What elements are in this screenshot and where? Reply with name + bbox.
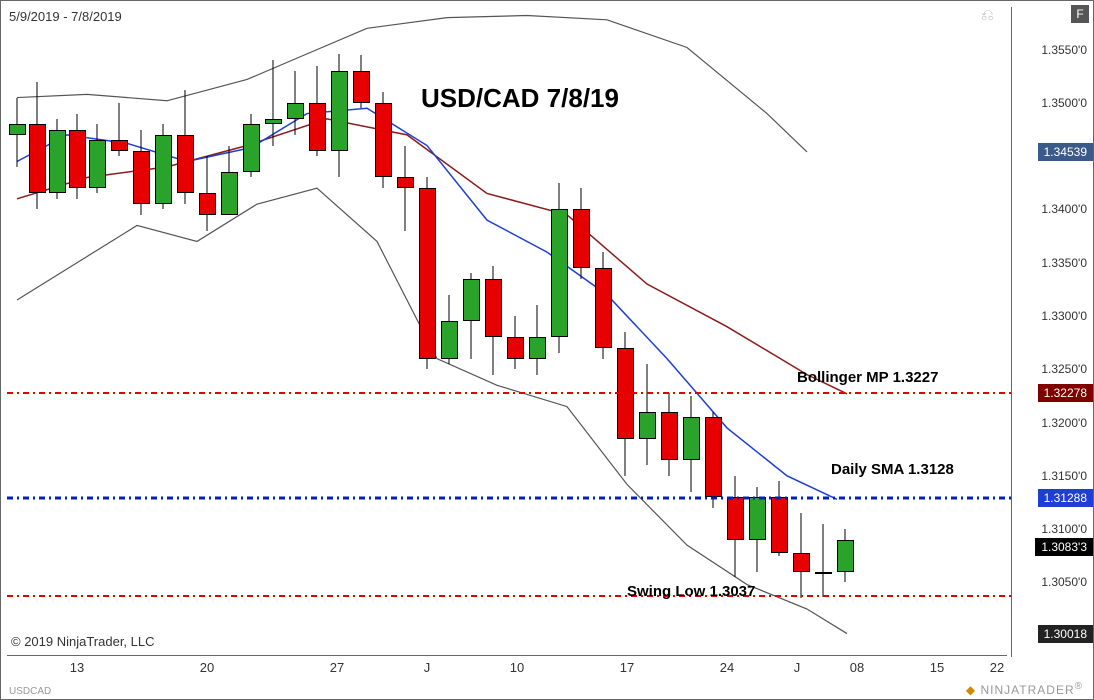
y-tick: 1.3350'0: [1041, 256, 1087, 270]
candlestick: [551, 7, 568, 657]
y-tick: 1.3200'0: [1041, 416, 1087, 430]
x-tick: 17: [620, 660, 634, 675]
candlestick: [595, 7, 612, 657]
horizontal-level-line: [7, 496, 1013, 500]
x-tick: 20: [200, 660, 214, 675]
y-tick: 1.3250'0: [1041, 362, 1087, 376]
chart-annotation: Swing Low 1.3037: [627, 583, 755, 600]
y-tick: 1.3050'0: [1041, 575, 1087, 589]
candlestick: [287, 7, 304, 657]
candlestick: [485, 7, 502, 657]
candlestick: [397, 7, 414, 657]
copyright-label: © 2019 NinjaTrader, LLC: [11, 634, 155, 649]
price-badge: 1.3083'3: [1035, 538, 1093, 556]
chart-annotation: Daily SMA 1.3128: [831, 461, 954, 478]
x-tick: 27: [330, 660, 344, 675]
horizontal-level-line: [7, 391, 1013, 395]
x-tick: 13: [70, 660, 84, 675]
candlestick: [155, 7, 172, 657]
x-tick: 10: [510, 660, 524, 675]
chart-container: 5/9/2019 - 7/8/2019 USD/CAD 7/8/19 ⎌ F B…: [0, 0, 1094, 700]
candlestick: [507, 7, 524, 657]
candlestick: [639, 7, 656, 657]
x-tick: 08: [850, 660, 864, 675]
chart-plot-area[interactable]: Bollinger MP 1.3227 Daily SMA 1.3128 Swing…: [7, 7, 1007, 657]
x-tick: 22: [990, 660, 1004, 675]
price-badge: 1.31288: [1038, 489, 1093, 507]
candlestick: [837, 7, 854, 657]
x-tick: 15: [930, 660, 944, 675]
x-tick: J: [794, 660, 801, 675]
candlestick: [309, 7, 326, 657]
candlestick: [111, 7, 128, 657]
candlestick: [133, 7, 150, 657]
horizontal-level-line: [7, 594, 1013, 598]
candlestick: [199, 7, 216, 657]
candlestick: [419, 7, 436, 657]
candlestick: [9, 7, 26, 657]
y-tick: 1.3400'0: [1041, 202, 1087, 216]
y-tick: 1.3500'0: [1041, 96, 1087, 110]
candlestick: [353, 7, 370, 657]
candlestick: [683, 7, 700, 657]
candlestick: [705, 7, 722, 657]
candlestick: [727, 7, 744, 657]
candlestick: [49, 7, 66, 657]
candlestick: [29, 7, 46, 657]
symbol-label: USDCAD: [9, 686, 51, 697]
candlestick: [529, 7, 546, 657]
candlestick: [375, 7, 392, 657]
x-axis: 13 20 27 J 10 17 24 J 08 15 22: [7, 655, 1007, 677]
candlestick: [573, 7, 590, 657]
candlestick: [265, 7, 282, 657]
y-tick: 1.3150'0: [1041, 469, 1087, 483]
candlestick: [69, 7, 86, 657]
candlestick: [771, 7, 788, 657]
y-tick: 1.3550'0: [1041, 43, 1087, 57]
platform-logo: ◆ NINJATRADER®: [966, 681, 1083, 697]
candlestick: [221, 7, 238, 657]
candlestick: [177, 7, 194, 657]
price-badge: 1.32278: [1038, 384, 1093, 402]
y-tick: 1.3100'0: [1041, 522, 1087, 536]
candlestick: [749, 7, 766, 657]
candlestick: [815, 7, 832, 657]
price-badge: 1.34539: [1038, 143, 1093, 161]
candlestick: [331, 7, 348, 657]
y-tick: 1.3300'0: [1041, 309, 1087, 323]
y-axis: 1.3550'01.3500'01.3450'01.3400'01.3350'0…: [1011, 7, 1093, 657]
candlestick: [441, 7, 458, 657]
x-tick: 24: [720, 660, 734, 675]
candlestick: [463, 7, 480, 657]
candlestick: [661, 7, 678, 657]
chart-annotation: Bollinger MP 1.3227: [797, 369, 938, 386]
candlestick: [89, 7, 106, 657]
candlestick: [617, 7, 634, 657]
candlestick: [793, 7, 810, 657]
candlestick: [243, 7, 260, 657]
price-badge: 1.30018: [1038, 625, 1093, 643]
x-tick: J: [424, 660, 431, 675]
